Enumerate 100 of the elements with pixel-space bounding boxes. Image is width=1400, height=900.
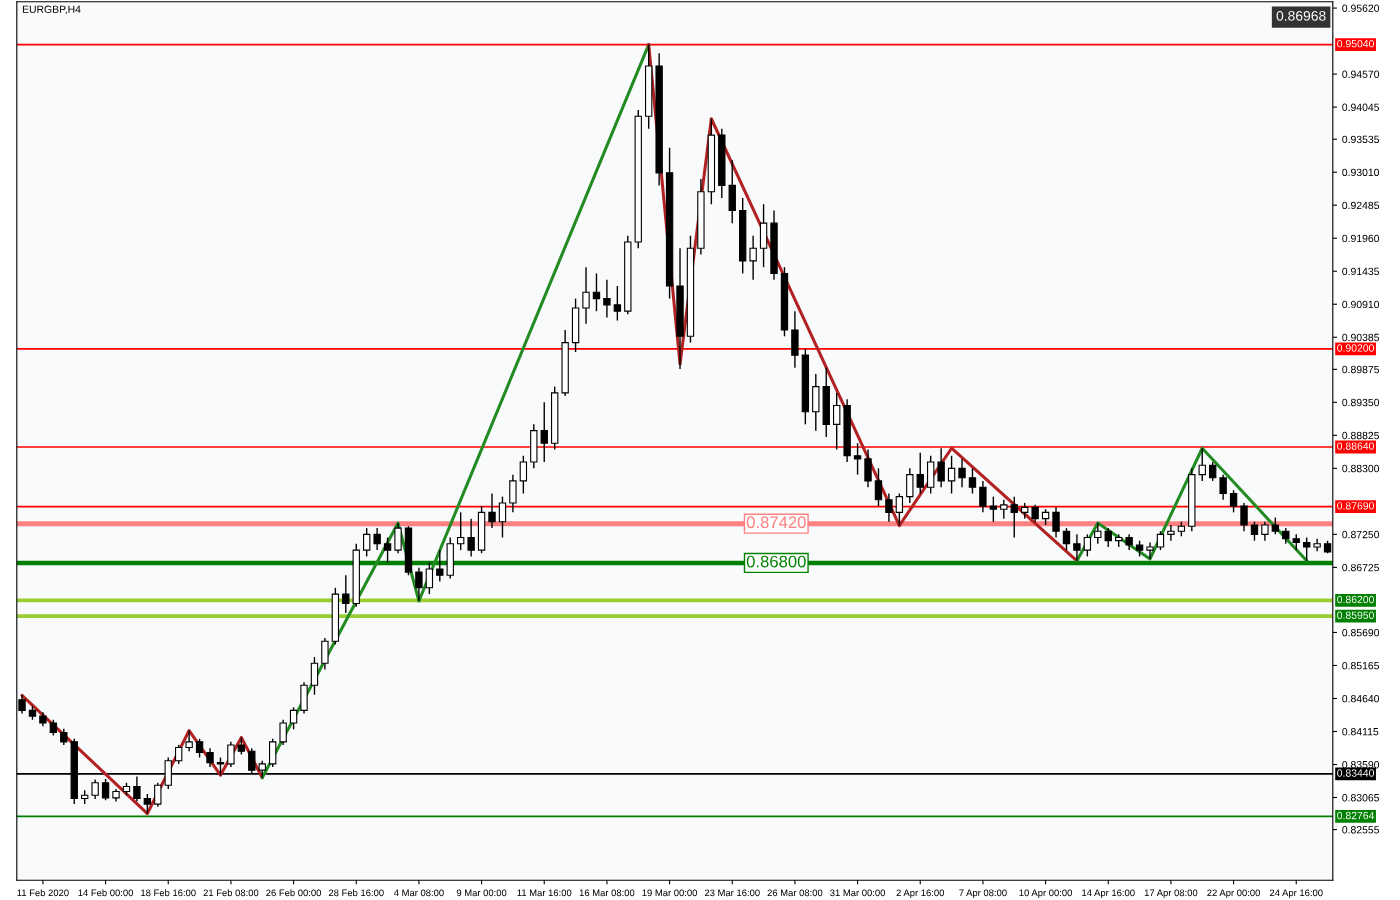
candlestick [1104, 527, 1112, 548]
candlestick [853, 442, 862, 476]
candlestick [227, 741, 235, 768]
band-label: 0.86800 [746, 555, 806, 568]
y-tick-label: 0.83590 [1342, 761, 1380, 769]
candlestick [1219, 473, 1227, 501]
candlestick [394, 522, 402, 554]
candlestick [206, 747, 214, 768]
candlestick [1229, 489, 1238, 514]
x-tick-label: 19 Mar 00:00 [642, 889, 698, 897]
candlestick [603, 279, 611, 319]
y-tick-label: 0.94570 [1342, 70, 1380, 78]
candlestick [425, 561, 434, 595]
candlestick [342, 574, 350, 614]
candlestick [592, 272, 601, 312]
candlestick [509, 473, 517, 514]
y-tick-label: 0.94045 [1342, 103, 1380, 111]
line-series [1075, 446, 1309, 563]
x-tick-label: 14 Apr 16:00 [1082, 889, 1135, 899]
candlestick [289, 706, 298, 730]
candlestick [885, 492, 893, 523]
candlestick [415, 567, 423, 602]
candlestick [310, 656, 319, 696]
candlestick [457, 511, 465, 551]
candlestick [1010, 495, 1018, 539]
candlestick [1167, 524, 1175, 542]
y-tick-label: 0.87250 [1342, 530, 1380, 539]
y-tick-label: 0.91960 [1342, 234, 1380, 243]
x-tick-label: 24 Apr 16:00 [1269, 889, 1323, 899]
candlestick [979, 480, 987, 514]
candlestick [185, 729, 193, 752]
x-tick-label: 22 Apr 00:00 [1207, 889, 1260, 899]
x-tick-label: 18 Feb 16:00 [141, 889, 196, 897]
candlestick [874, 467, 883, 507]
x-tick-label: 4 Mar 08:00 [393, 889, 444, 897]
candlestick [1156, 530, 1165, 551]
candlestick [540, 401, 548, 463]
candlestick [1261, 521, 1269, 542]
candlestick [175, 744, 183, 765]
y-tick-label: 0.90385 [1342, 333, 1380, 342]
candlestick [195, 738, 204, 759]
candlestick [467, 517, 475, 558]
y-tick-label: 0.93535 [1342, 135, 1380, 144]
candlestick [373, 527, 381, 551]
candlestick [1052, 506, 1060, 539]
candlestick [989, 495, 998, 523]
candlestick [864, 448, 872, 488]
x-tick-label: 23 Mar 16:00 [704, 889, 760, 897]
x-tick-label: 10 Apr 00:00 [1019, 889, 1072, 899]
x-tick-label: 26 Feb 00:00 [266, 889, 322, 897]
x-tick-label: 2 Apr 16:00 [896, 889, 945, 899]
x-tick-label: 14 Feb 00:00 [78, 889, 134, 897]
y-tick-label: 0.84640 [1342, 694, 1380, 703]
candlestick [582, 266, 590, 325]
candlestick [1209, 461, 1217, 482]
candlestick [498, 495, 507, 539]
y-tick-label: 0.88300 [1342, 464, 1380, 473]
band-label: 0.87420 [746, 516, 806, 529]
candlestick [749, 235, 757, 281]
text: 0.86200 [1337, 595, 1374, 604]
y-tick-label: 0.93010 [1342, 168, 1380, 177]
candlestick [519, 455, 528, 495]
x-tick-label: 26 Mar 08:00 [767, 889, 823, 897]
chart-title: EURGBP,H4 [22, 5, 81, 15]
candlestick [947, 455, 956, 495]
x-tick-label: 31 Mar 00:00 [830, 889, 886, 897]
y-tick-label: 0.82555 [1342, 826, 1380, 834]
x-tick-label: 7 Apr 08:00 [959, 889, 1007, 899]
candlestick [1062, 527, 1071, 551]
candlestick [1198, 447, 1206, 482]
y-tick-label: 0.95620 [1342, 4, 1380, 12]
x-tick-label: 21 Feb 08:00 [203, 889, 259, 897]
candlestick [1094, 522, 1102, 545]
candlestick [488, 492, 496, 529]
y-tick-label: 0.86725 [1342, 563, 1380, 572]
y-tick-label: 0.83065 [1342, 794, 1380, 802]
candlestick [363, 527, 371, 558]
y-tick-label: 0.89875 [1342, 365, 1380, 374]
x-tick-label: 17 Apr 08:00 [1144, 889, 1198, 899]
candlestick [383, 536, 392, 564]
candlestick [101, 778, 110, 802]
annotation: 0.86968 [1276, 10, 1326, 21]
y-tick-label: 0.88825 [1342, 431, 1380, 440]
candlestick [937, 447, 945, 488]
text: 0.85950 [1337, 611, 1374, 619]
y-tick-label: 0.85165 [1342, 661, 1380, 670]
ref-line-label: 0.82764 [1337, 811, 1375, 820]
y-tick-label: 0.91435 [1342, 267, 1380, 276]
line-series [260, 43, 651, 780]
candlestick [906, 467, 914, 504]
x-tick-label: 28 Feb 16:00 [328, 889, 384, 897]
y-tick-label: 0.85690 [1342, 628, 1380, 637]
x-tick-label: 11 Mar 16:00 [517, 889, 572, 897]
candlestick [895, 492, 904, 527]
y-tick-label: 0.89350 [1342, 398, 1380, 407]
ref-line-label: 0.95040 [1337, 39, 1374, 48]
candlestick [321, 637, 329, 671]
candlestick [1250, 521, 1259, 542]
ref-line-label: 0.83440 [1337, 769, 1374, 777]
candlestick [1073, 533, 1081, 562]
